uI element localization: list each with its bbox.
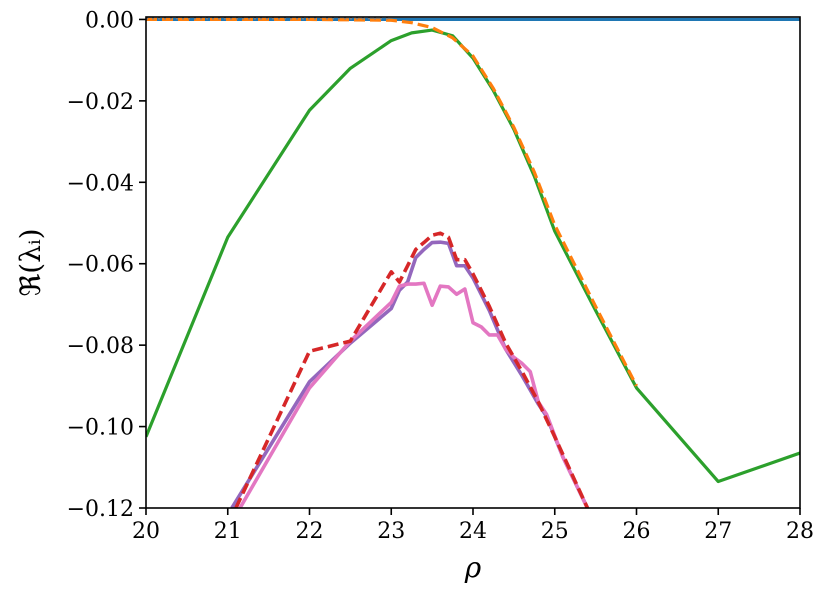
x-axis-ticks: 20 21 22 23 24 25 26 27 28 (132, 508, 814, 544)
series-line-1 (146, 28, 800, 484)
series-line-5 (234, 231, 590, 508)
x-tick-label: 27 (704, 519, 732, 544)
x-tick-label: 25 (541, 519, 569, 544)
y-tick-label: −0.10 (67, 416, 134, 441)
series-line-3 (230, 240, 590, 508)
y-tick-label: 0.00 (85, 8, 134, 33)
x-axis-label: ρ (464, 551, 482, 584)
x-tick-label: 22 (296, 519, 324, 544)
y-axis-ticks: 0.00 −0.02 −0.04 −0.06 −0.08 −0.10 −0.12 (67, 8, 146, 522)
plot-frame (145, 16, 801, 509)
y-axis-label: ℜ(λᵢ) (14, 228, 47, 296)
x-tick-label: 21 (214, 519, 242, 544)
x-tick-label: 26 (623, 519, 651, 544)
series-line-2 (146, 17, 638, 387)
y-tick-label: −0.04 (67, 171, 134, 196)
x-tick-label: 28 (786, 519, 814, 544)
x-tick-label: 20 (132, 519, 160, 544)
y-tick-label: −0.06 (67, 253, 134, 278)
y-tick-label: −0.08 (67, 334, 134, 359)
series-line-4 (238, 281, 590, 508)
y-tick-label: −0.02 (67, 90, 134, 115)
series-layer (146, 17, 800, 508)
y-tick-label: −0.12 (67, 497, 134, 522)
x-tick-label: 24 (459, 519, 487, 544)
x-tick-label: 23 (377, 519, 405, 544)
